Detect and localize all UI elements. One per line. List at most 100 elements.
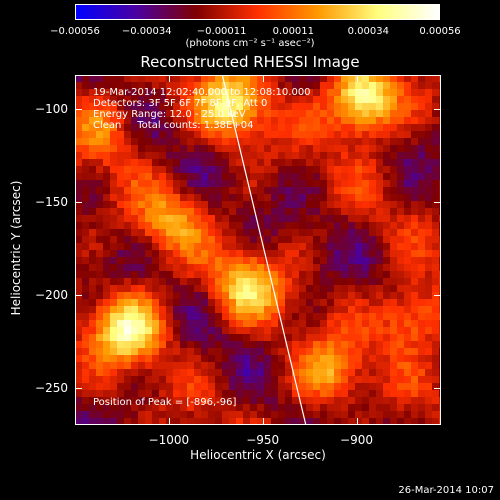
heatmap-cell — [369, 292, 377, 300]
heatmap-cell — [236, 285, 244, 293]
heatmap-cell — [369, 103, 377, 111]
heatmap-cell — [243, 362, 251, 370]
heatmap-cell — [89, 103, 97, 111]
heatmap-cell — [145, 82, 153, 90]
heatmap-cell — [341, 341, 349, 349]
heatmap-cell — [215, 75, 223, 83]
heatmap-cell — [432, 334, 440, 342]
heatmap-cell — [145, 292, 153, 300]
heatmap-cell — [145, 376, 153, 384]
heatmap-cell — [89, 271, 97, 279]
heatmap-cell — [362, 124, 370, 132]
heatmap-cell — [404, 404, 412, 412]
heatmap-cell — [418, 194, 426, 202]
heatmap-cell — [397, 96, 405, 104]
heatmap-cell — [89, 215, 97, 223]
heatmap-cell — [418, 166, 426, 174]
heatmap-cell — [110, 138, 118, 146]
heatmap-cell — [243, 327, 251, 335]
heatmap-cell — [152, 166, 160, 174]
heatmap-cell — [355, 264, 363, 272]
heatmap-cell — [75, 166, 83, 174]
heatmap-cell — [334, 320, 342, 328]
heatmap-cell — [264, 152, 272, 160]
heatmap-cell — [397, 341, 405, 349]
heatmap-cell — [369, 138, 377, 146]
heatmap-cell — [390, 313, 398, 321]
heatmap-cell — [138, 229, 146, 237]
heatmap-cell — [159, 187, 167, 195]
heatmap-cell — [208, 348, 216, 356]
heatmap-cell — [383, 145, 391, 153]
heatmap-cell — [138, 159, 146, 167]
heatmap-cell — [425, 152, 433, 160]
heatmap-cell — [82, 145, 90, 153]
heatmap-cell — [264, 271, 272, 279]
heatmap-cell — [103, 299, 111, 307]
heatmap-cell — [404, 271, 412, 279]
heatmap-cell — [124, 208, 132, 216]
heatmap-cell — [383, 180, 391, 188]
heatmap-cell — [250, 278, 258, 286]
heatmap-cell — [369, 285, 377, 293]
heatmap-cell — [124, 152, 132, 160]
heatmap-cell — [432, 138, 440, 146]
heatmap-cell — [334, 383, 342, 391]
heatmap-cell — [404, 376, 412, 384]
heatmap-cell — [285, 397, 293, 405]
heatmap-cell — [222, 229, 230, 237]
heatmap-cell — [320, 390, 328, 398]
heatmap-cell — [404, 117, 412, 125]
heatmap-cell — [89, 327, 97, 335]
heatmap-cell — [110, 229, 118, 237]
heatmap-cell — [299, 313, 307, 321]
heatmap-cell — [82, 348, 90, 356]
heatmap-cell — [271, 131, 279, 139]
heatmap-cell — [390, 236, 398, 244]
heatmap-cell — [257, 418, 265, 425]
heatmap-cell — [208, 278, 216, 286]
heatmap-cell — [110, 159, 118, 167]
heatmap-cell — [376, 173, 384, 181]
heatmap-cell — [313, 320, 321, 328]
heatmap-cell — [313, 418, 321, 425]
heatmap-cell — [376, 236, 384, 244]
heatmap-cell — [285, 264, 293, 272]
heatmap-cell — [299, 194, 307, 202]
heatmap-cell — [257, 215, 265, 223]
heatmap-cell — [166, 299, 174, 307]
heatmap-cell — [411, 250, 419, 258]
heatmap-cell — [117, 124, 125, 132]
heatmap-cell — [257, 201, 265, 209]
heatmap-cell — [236, 250, 244, 258]
heatmap-cell — [355, 124, 363, 132]
heatmap-cell — [257, 362, 265, 370]
heatmap-cell — [117, 327, 125, 335]
heatmap-cell — [285, 257, 293, 265]
heatmap-cell — [320, 145, 328, 153]
heatmap-cell — [138, 82, 146, 90]
heatmap-cell — [425, 117, 433, 125]
heatmap-cell — [208, 187, 216, 195]
heatmap-cell — [215, 215, 223, 223]
heatmap-cell — [117, 222, 125, 230]
heatmap-cell — [418, 89, 426, 97]
heatmap-cell — [82, 75, 90, 83]
heatmap-cell — [327, 383, 335, 391]
heatmap-cell — [243, 341, 251, 349]
heatmap-cell — [292, 201, 300, 209]
heatmap-cell — [89, 159, 97, 167]
heatmap-cell — [124, 131, 132, 139]
heatmap-cell — [411, 110, 419, 118]
heatmap-cell — [110, 201, 118, 209]
heatmap-cell — [327, 250, 335, 258]
heatmap-cell — [131, 159, 139, 167]
heatmap-cell — [278, 292, 286, 300]
heatmap-cell — [327, 152, 335, 160]
heatmap-cell — [222, 257, 230, 265]
heatmap-cell — [376, 138, 384, 146]
heatmap-cell — [208, 257, 216, 265]
heatmap-cell — [355, 229, 363, 237]
heatmap-cell — [404, 299, 412, 307]
heatmap-cell — [131, 138, 139, 146]
